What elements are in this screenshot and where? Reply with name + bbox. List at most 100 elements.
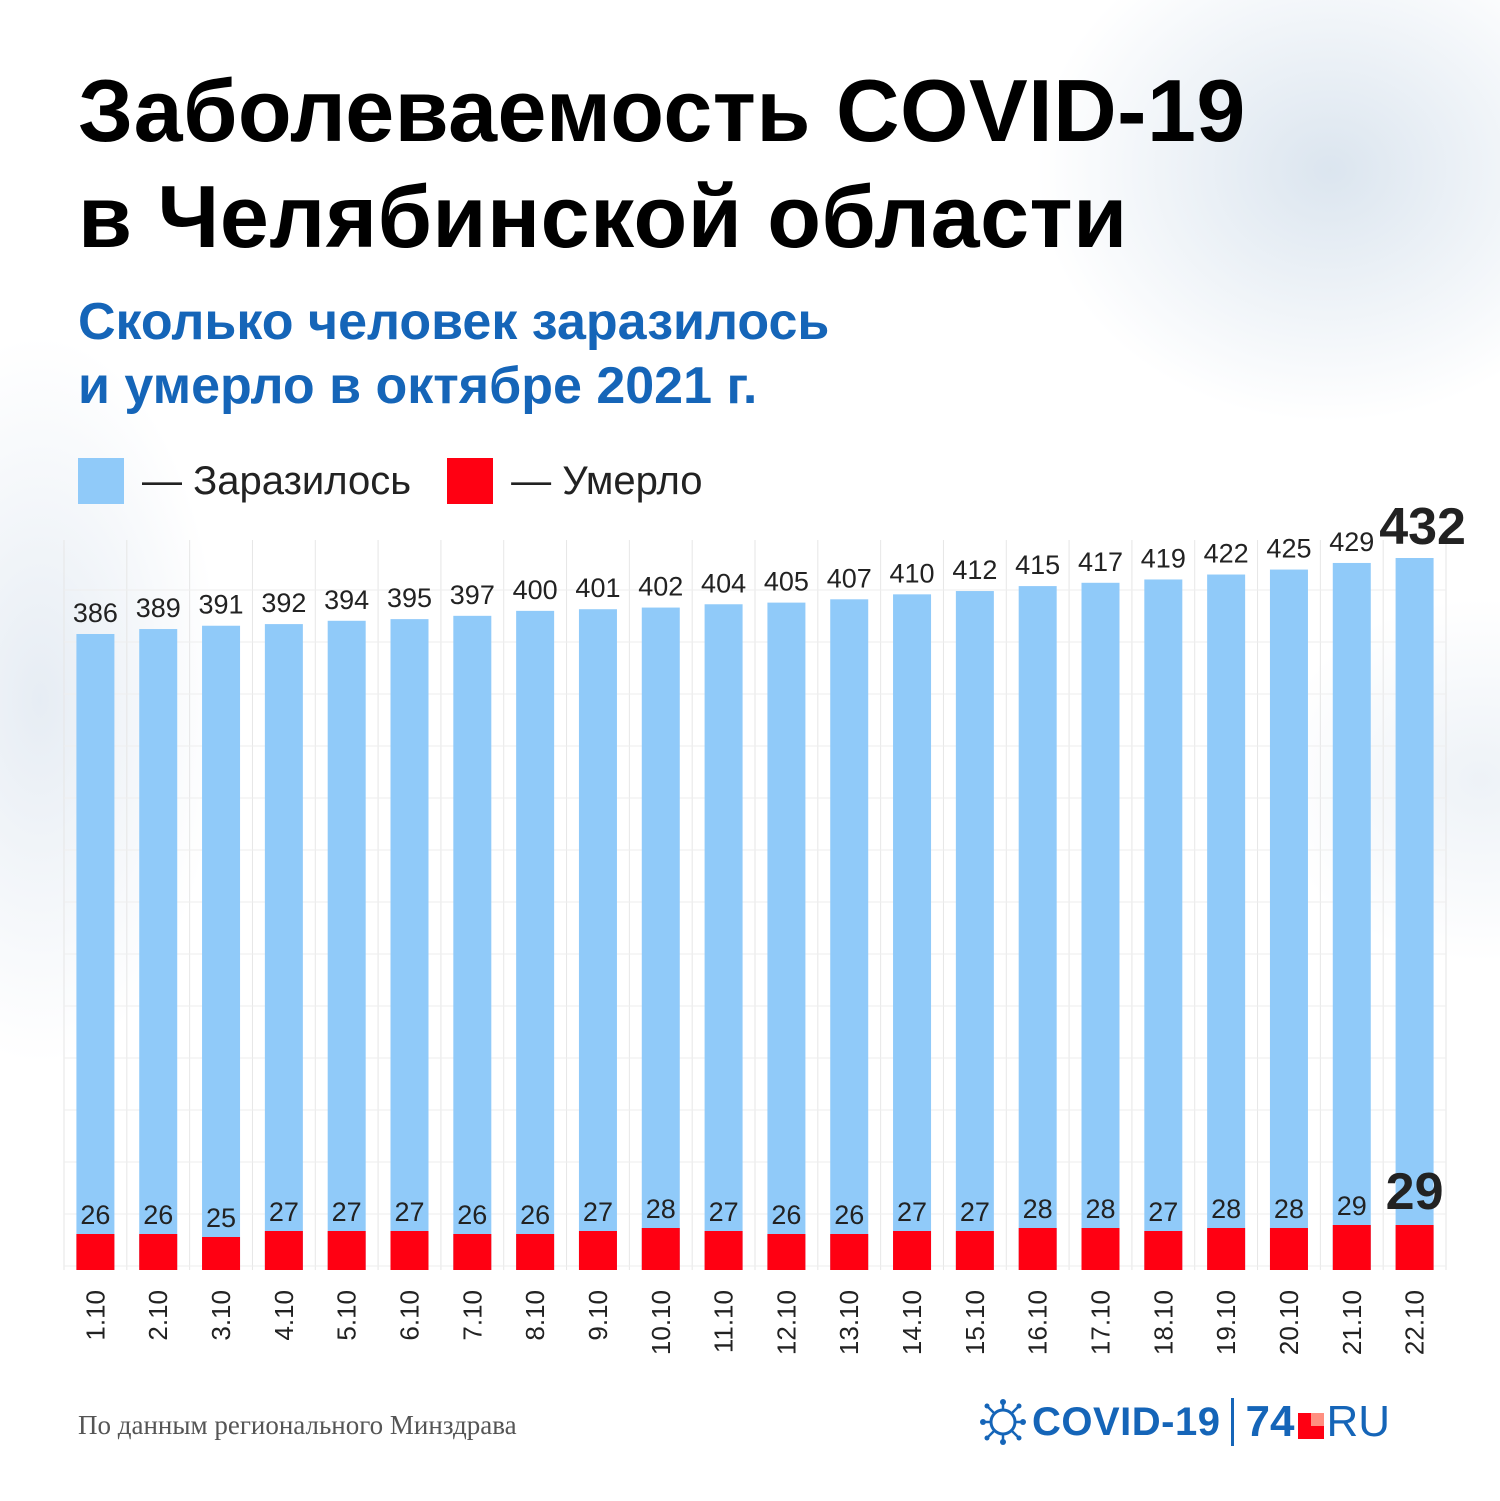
data-label-infected: 422: [1204, 539, 1249, 569]
x-tick-label: 22.10: [1400, 1290, 1430, 1355]
data-label-infected: 402: [638, 572, 683, 602]
data-label-died: 26: [520, 1200, 550, 1230]
bar-died: [202, 1237, 241, 1270]
bar-infected: [704, 604, 743, 1270]
subtitle-line-2: и умерло в октябре 2021 г.: [78, 357, 758, 415]
data-label-infected: 432: [1379, 498, 1466, 556]
bar-infected: [1395, 558, 1434, 1270]
bar-died: [830, 1234, 869, 1270]
bar-died: [390, 1231, 429, 1270]
x-tick-label: 18.10: [1148, 1290, 1178, 1355]
bar-infected: [1144, 579, 1183, 1270]
bar-infected: [76, 634, 115, 1270]
bar-infected: [578, 609, 617, 1270]
data-label-infected: 419: [1141, 543, 1186, 573]
data-label-infected: 415: [1015, 550, 1060, 580]
bar-died: [767, 1234, 806, 1270]
x-tick-label: 12.10: [771, 1290, 801, 1355]
logo-covid-text: COVID-19: [1032, 1399, 1221, 1444]
bar-infected: [1332, 562, 1371, 1270]
bar-infected: [767, 602, 806, 1270]
page-subtitle: Сколько человек заразилось и умерло в ок…: [78, 290, 829, 418]
x-tick-label: 14.10: [897, 1290, 927, 1355]
x-tick-label: 19.10: [1211, 1290, 1241, 1355]
data-label-infected: 394: [324, 585, 369, 615]
x-tick-label: 2.10: [143, 1290, 173, 1341]
bar-died: [139, 1234, 178, 1270]
bar-died: [264, 1231, 303, 1270]
data-label-died: 27: [583, 1197, 613, 1227]
x-tick-label: 4.10: [269, 1290, 299, 1341]
bar-died: [1395, 1225, 1434, 1270]
data-label-died: 27: [960, 1197, 990, 1227]
data-label-died: 26: [80, 1200, 110, 1230]
data-label-died: 29: [1386, 1163, 1444, 1221]
data-label-died: 27: [332, 1197, 362, 1227]
x-tick-label: 17.10: [1086, 1290, 1116, 1355]
title-line-1: Заболеваемость COVID-19: [78, 61, 1246, 160]
data-label-infected: 400: [513, 575, 558, 605]
bar-infected: [1081, 582, 1120, 1270]
data-label-died: 27: [1148, 1197, 1178, 1227]
data-label-infected: 417: [1078, 547, 1123, 577]
legend-swatch-died: [447, 458, 494, 504]
x-tick-label: 16.10: [1023, 1290, 1053, 1355]
bar-infected: [264, 624, 303, 1270]
data-label-died: 26: [771, 1200, 801, 1230]
bar-died: [453, 1234, 492, 1270]
bar-died: [641, 1228, 680, 1270]
data-label-died: 26: [834, 1200, 864, 1230]
bar-infected: [453, 615, 492, 1270]
data-label-died: 26: [143, 1200, 173, 1230]
data-label-infected: 401: [575, 573, 620, 603]
data-label-died: 28: [1023, 1194, 1053, 1224]
bar-died: [704, 1231, 743, 1270]
logo-ru-text: RU: [1326, 1397, 1391, 1446]
data-label-infected: 429: [1329, 527, 1374, 557]
data-label-died: 28: [1274, 1194, 1304, 1224]
data-label-infected: 404: [701, 568, 746, 598]
data-label-infected: 410: [890, 558, 935, 588]
bar-infected: [955, 591, 994, 1270]
data-label-infected: 389: [136, 593, 181, 623]
x-tick-label: 21.10: [1337, 1290, 1367, 1355]
x-tick-label: 8.10: [520, 1290, 550, 1341]
x-tick-label: 20.10: [1274, 1290, 1304, 1355]
bar-died: [516, 1234, 555, 1270]
bar-infected: [1018, 586, 1057, 1270]
x-tick-label: 15.10: [960, 1290, 990, 1355]
data-label-infected: 391: [199, 590, 244, 620]
x-tick-label: 7.10: [457, 1290, 487, 1341]
bar-died: [1207, 1228, 1246, 1270]
logo: COVID-19 74 RU: [980, 1392, 1390, 1452]
bar-infected: [893, 594, 932, 1270]
bar-infected: [641, 607, 680, 1270]
virus-icon: [980, 1399, 1026, 1445]
data-label-infected: 395: [387, 583, 432, 613]
legend-swatch-infected: [78, 458, 124, 504]
bar-infected: [1207, 574, 1246, 1270]
bar-infected: [830, 599, 869, 1270]
logo-divider: [1230, 1398, 1234, 1446]
data-label-died: 26: [457, 1200, 487, 1230]
legend-label-infected: — Заразилось: [142, 458, 412, 503]
data-label-infected: 425: [1266, 534, 1311, 564]
x-tick-label: 5.10: [332, 1290, 362, 1341]
logo-74-text: 74: [1245, 1397, 1295, 1446]
page-title: Заболеваемость COVID-19 в Челябинской об…: [78, 58, 1478, 270]
chart-legend: — Заразилось — Умерло: [78, 458, 739, 504]
legend-label-died: — Умерло: [511, 458, 703, 503]
bar-infected: [1269, 569, 1308, 1270]
x-tick-label: 10.10: [646, 1290, 676, 1355]
x-tick-label: 3.10: [206, 1290, 236, 1341]
bar-infected: [327, 620, 366, 1270]
x-tick-label: 1.10: [80, 1290, 110, 1341]
data-label-died: 28: [1085, 1194, 1115, 1224]
data-label-died: 27: [269, 1197, 299, 1227]
data-label-died: 27: [394, 1197, 424, 1227]
title-line-2: в Челябинской области: [78, 167, 1128, 266]
logo-square-icon: [1298, 1413, 1325, 1439]
data-label-infected: 405: [764, 567, 809, 597]
